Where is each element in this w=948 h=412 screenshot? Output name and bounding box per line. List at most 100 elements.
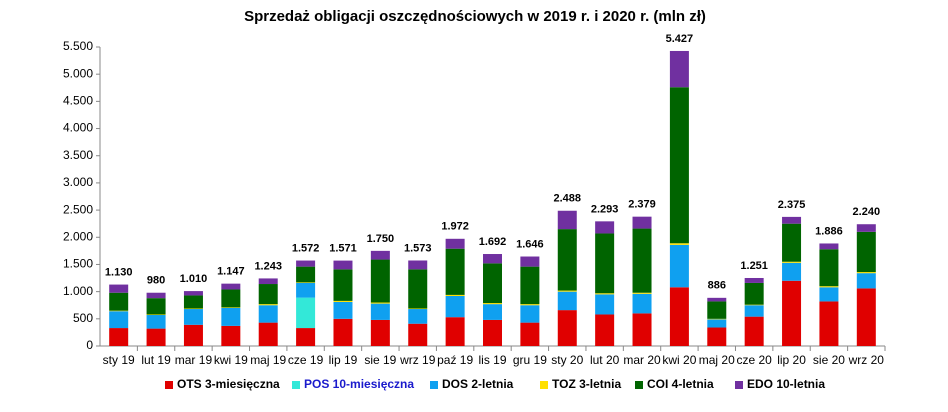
bar-segment: [370, 302, 390, 304]
x-tick-label: wrz 20: [848, 353, 885, 367]
x-tick-label: wrz 19: [399, 353, 436, 367]
x-tick-label: sie 19: [364, 353, 396, 367]
y-tick-label: 5.500: [63, 39, 93, 53]
bar-segment: [296, 328, 316, 346]
legend-swatch: [165, 381, 173, 389]
bar-segment: [707, 327, 727, 346]
bar-segment: [483, 304, 502, 320]
y-tick-label: 0: [86, 338, 93, 352]
bar-segment: [445, 294, 465, 296]
bar-segment: [595, 294, 615, 315]
y-tick-label: 500: [73, 311, 93, 325]
bar-segment: [744, 277, 764, 283]
bar-segment: [782, 216, 802, 224]
bar-segment: [296, 266, 316, 283]
total-label: 1.571: [329, 243, 357, 255]
bar-segment: [296, 282, 316, 283]
bar-segment: [669, 50, 689, 88]
total-label: 1.886: [815, 225, 843, 237]
bar-segment: [520, 304, 540, 306]
chart-title: Sprzedaż obligacji oszczędnościowych w 2…: [244, 8, 706, 25]
total-label: 1.750: [367, 233, 395, 245]
bar-segment: [146, 298, 166, 315]
bar-segment: [595, 293, 615, 295]
bar-segment: [445, 248, 465, 295]
bar-segment: [109, 292, 129, 311]
bar-segment: [221, 283, 241, 290]
y-tick-label: 4.000: [63, 121, 93, 135]
bar-segment: [221, 325, 241, 346]
bar-segment: [632, 293, 652, 314]
x-tick-label: lis 19: [478, 353, 506, 367]
x-tick-label: lip 19: [329, 353, 358, 367]
bar-segment: [520, 266, 540, 305]
bar-segment: [856, 273, 876, 289]
bar-segment: [595, 233, 615, 294]
bar-segment: [258, 278, 278, 285]
bar-segment: [483, 254, 502, 264]
total-label: 1.010: [180, 273, 208, 285]
legend-swatch: [735, 381, 743, 389]
bar-segment: [408, 269, 428, 309]
x-tick-label: lip 20: [777, 353, 806, 367]
bar-segment: [370, 250, 390, 260]
total-label: 1.573: [404, 242, 432, 254]
y-tick-label: 5.000: [63, 66, 93, 80]
x-tick-label: kwi 20: [662, 353, 696, 367]
bar-segment: [109, 311, 129, 329]
bar-segment: [333, 269, 353, 301]
bar-segment: [333, 300, 353, 302]
total-label: 1.251: [740, 260, 768, 272]
bar-segment: [669, 287, 689, 346]
bar-segment: [183, 291, 203, 296]
bar-segment: [669, 243, 689, 245]
bar-segment: [333, 318, 353, 346]
bar-segment: [183, 309, 203, 325]
bar-segment: [183, 308, 203, 310]
total-label: 886: [708, 280, 726, 292]
bar-segment: [146, 314, 166, 316]
bar-segment: [819, 249, 839, 287]
total-label: 1.147: [217, 266, 245, 278]
total-label: 2.240: [853, 206, 881, 218]
bar-segment: [632, 228, 652, 293]
legend-label: EDO 10-letnia: [747, 377, 825, 391]
bar-segment: [856, 288, 876, 346]
bar-segment: [296, 282, 316, 298]
bar-segment: [221, 307, 241, 326]
legend-swatch: [430, 381, 438, 389]
bar-segment: [183, 324, 203, 346]
bar-segment: [595, 221, 615, 234]
x-tick-label: lut 19: [141, 353, 171, 367]
bar-segment: [483, 303, 502, 305]
x-tick-label: cze 19: [288, 353, 324, 367]
y-tick-label: 3.000: [63, 175, 93, 189]
bar-segment: [146, 328, 166, 346]
bar-segment: [782, 280, 802, 346]
bar-segment: [707, 297, 727, 302]
bar-segment: [856, 272, 876, 274]
bar-segment: [557, 229, 577, 291]
bar-segment: [520, 322, 540, 346]
bar-segment: [744, 316, 764, 346]
bar-segment: [632, 216, 652, 229]
bar-segment: [819, 301, 839, 346]
bar-segment: [221, 289, 241, 308]
y-tick-label: 3.500: [63, 148, 93, 162]
bar-segment: [819, 243, 839, 250]
bar-segment: [819, 286, 839, 288]
bar-segment: [707, 319, 727, 328]
x-tick-label: mar 20: [623, 353, 661, 367]
bar-segment: [146, 292, 166, 299]
x-tick-label: maj 19: [250, 353, 286, 367]
bar-segment: [557, 290, 577, 292]
bar-segment: [445, 238, 465, 249]
bar-segment: [258, 284, 278, 305]
bar-segment: [483, 263, 502, 304]
bar-segment: [333, 301, 353, 319]
bar-segment: [370, 259, 390, 303]
total-label: 1.130: [105, 266, 133, 278]
y-tick-label: 4.500: [63, 94, 93, 108]
bar-segment: [258, 304, 278, 306]
x-tick-label: kwi 19: [214, 353, 248, 367]
